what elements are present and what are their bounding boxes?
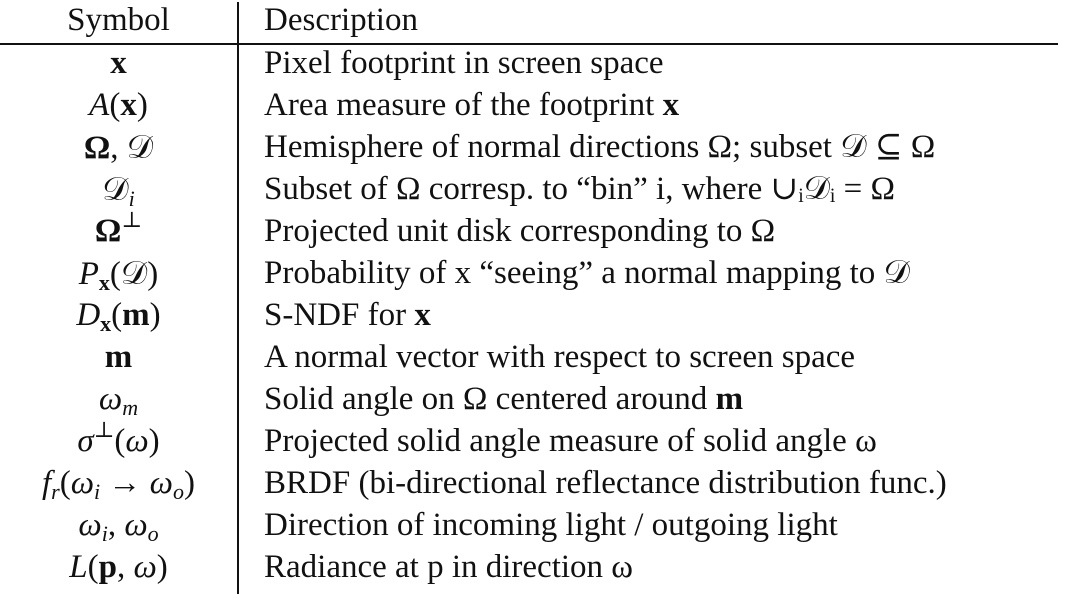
symbol-cell: 𝒟i [102,169,135,211]
symbol-cell: m [104,339,133,375]
symbol-cell: Px(𝒟) [78,253,159,295]
description-text: S-NDF for [264,297,415,333]
table-row: Px(𝒟) Probability of x “seeing” a normal… [0,253,1065,295]
description-cell: Radiance at p in direction ω [264,549,634,585]
description-cell: Subset of Ω corresp. to “bin” i, where ∪… [264,171,895,207]
description-cell: Projected solid angle measure of solid a… [264,423,877,459]
table-row: Dx(m) S-NDF for x [0,295,1065,337]
description-cell: Hemisphere of normal directions Ω; subse… [264,129,936,165]
description-cell: A normal vector with respect to screen s… [264,339,856,375]
symbol-cell: ωi, ωo [78,507,159,546]
table-row: Ω⊥ Projected unit disk corresponding to … [0,207,1065,253]
description-bold: x [662,87,680,123]
symbol-cell: fr(ωi → ωo) [42,465,195,504]
table-row: 𝒟i Subset of Ω corresp. to “bin” i, wher… [0,169,1065,211]
symbol-cell: ωm [98,381,139,420]
table-row: fr(ωi → ωo) BRDF (bi-directional reflect… [0,463,1065,505]
table-row: A(x) Area measure of the footprint x [0,85,1065,127]
description-cell: Solid angle on Ω centered around m [264,379,743,419]
header-description: Description [264,2,418,38]
column-rule [237,2,239,594]
table-row: ωi, ωo Direction of incoming light / out… [0,505,1065,547]
description-text: Solid angle on Ω centered around [264,381,716,417]
symbol-cell: L(p, ω) [69,549,168,585]
table-row: m A normal vector with respect to screen… [0,337,1065,379]
table-row: x Pixel footprint in screen space [0,43,1065,85]
symbol-cell: x [110,45,127,81]
description-cell: Direction of incoming light / outgoing l… [264,507,838,543]
description-cell: S-NDF for x [264,295,431,335]
symbol-cell: Ω, 𝒟 [83,127,154,166]
description-cell: Projected unit disk corresponding to Ω [264,213,776,249]
description-text: Area measure of the footprint [264,87,663,123]
header-rule [0,43,1058,45]
table-row: Ω, 𝒟 Hemisphere of normal directions Ω; … [0,127,1065,169]
table-header-row: Symbol Description [0,0,1065,42]
description-cell: Probability of x “seeing” a normal mappi… [264,255,910,291]
description-cell: BRDF (bi-directional reflectance distrib… [264,465,947,501]
symbol-cell: Dx(m) [76,297,161,336]
table-row: ωm Solid angle on Ω centered around m [0,379,1065,421]
description-cell: Pixel footprint in screen space [264,45,664,81]
symbol-cell: A(x) [89,87,148,123]
description-cell: Area measure of the footprint x [264,85,679,125]
description-bold: m [715,381,744,417]
header-symbol: Symbol [67,2,170,38]
symbol-cell: σ⊥(ω) [77,417,160,460]
symbol-cell: Ω⊥ [94,207,143,250]
table-row: L(p, ω) Radiance at p in direction ω [0,547,1065,589]
description-bold: x [414,297,431,333]
table-row: σ⊥(ω) Projected solid angle measure of s… [0,417,1065,463]
